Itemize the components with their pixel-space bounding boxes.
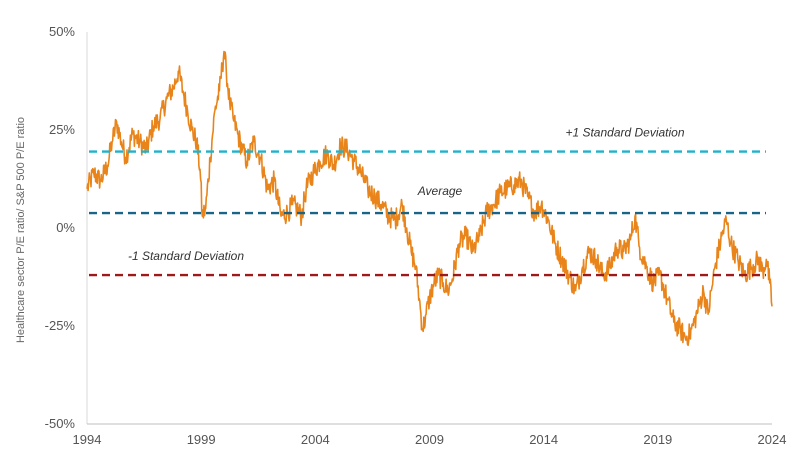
y-tick-labels: 50% 25% 0% -25% -50% [45, 24, 76, 431]
series-line [86, 50, 773, 347]
y-tick-label: -25% [45, 318, 76, 333]
reference-line-labels: +1 Standard Deviation Average -1 Standard … [128, 126, 685, 263]
x-tick-label: 2024 [758, 432, 787, 447]
y-tick-label: -50% [45, 416, 76, 431]
y-axis-label: Healthcare sector P/E ratio/ S&P 500 P/E… [15, 117, 27, 343]
x-tick-label: 1994 [73, 432, 102, 447]
reference-line-label: -1 Standard Deviation [128, 249, 244, 263]
reference-lines [89, 150, 766, 277]
reference-line-label: Average [417, 184, 463, 198]
y-tick-label: 25% [49, 122, 75, 137]
x-tick-label: 2014 [529, 432, 558, 447]
data-series [86, 50, 773, 347]
x-tick-label: 2004 [301, 432, 330, 447]
x-tick-label: 2019 [643, 432, 672, 447]
y-tick-label: 0% [56, 220, 75, 235]
reference-line-label: +1 Standard Deviation [565, 126, 684, 140]
x-tick-labels: 1994 1999 2004 2009 2014 2019 2024 [73, 432, 787, 447]
y-tick-label: 50% [49, 24, 75, 39]
x-tick-label: 1999 [187, 432, 216, 447]
x-tick-label: 2009 [415, 432, 444, 447]
